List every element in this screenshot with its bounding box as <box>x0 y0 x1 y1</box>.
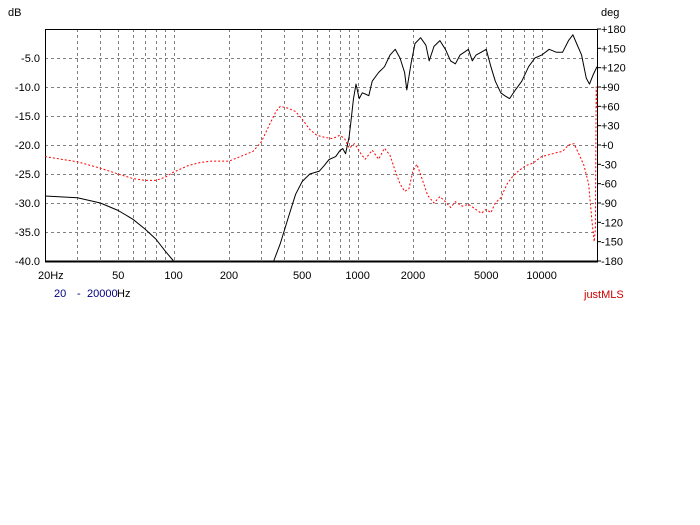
magnitude-curve <box>44 195 174 262</box>
y-tick-label: -20.0 <box>15 140 40 152</box>
y2-tick-label: +30 <box>601 121 620 133</box>
x-tick-label: 20Hz <box>38 270 64 282</box>
phase-curve <box>44 86 598 243</box>
x-tick-label: 50 <box>112 270 124 282</box>
y-tick-label: -40.0 <box>15 256 40 268</box>
y2-tick-label: -150 <box>601 237 623 249</box>
y-tick-label: -5.0 <box>21 53 40 65</box>
y-tick-label: -35.0 <box>15 227 40 239</box>
y2-tick-label: +150 <box>601 43 626 55</box>
y2-tick-label: +60 <box>601 101 620 113</box>
y2-tick-label: -180 <box>601 256 623 268</box>
y2-tick-label: -120 <box>601 217 623 229</box>
x-tick-label: 5000 <box>474 270 498 282</box>
magnitude-curve <box>273 34 598 262</box>
x-tick-label: 2000 <box>401 270 425 282</box>
series-layer <box>44 34 598 262</box>
y2-tick-label: +0 <box>601 140 614 152</box>
y2-axis-label: deg <box>601 7 619 19</box>
y-tick-label: -10.0 <box>15 82 40 94</box>
x-tick-label: 1000 <box>345 270 369 282</box>
y-axis-label: dB <box>8 7 21 19</box>
y2-tick-label: -90 <box>601 198 617 210</box>
x-tick-label: 100 <box>164 270 182 282</box>
range-unit: Hz <box>117 288 130 300</box>
range-end: 20000 <box>87 288 118 300</box>
y2-tick-label: -60 <box>601 179 617 191</box>
y2-tick-label: +180 <box>601 24 626 36</box>
y2-tick-label: +90 <box>601 82 620 94</box>
x-tick-label: 200 <box>220 270 238 282</box>
tick-labels: 20Hz 50 100 200 500 1000 2000 5000 10000 -5.0 -10.… <box>15 24 626 282</box>
x-tick-label: 500 <box>293 270 311 282</box>
y-tick-label: -25.0 <box>15 169 40 181</box>
y-tick-label: -15.0 <box>15 111 40 123</box>
y-tick-label: -30.0 <box>15 198 40 210</box>
range-separator: - <box>77 288 81 300</box>
range-start: 20 <box>54 288 66 300</box>
brand-label: justMLS <box>583 289 624 301</box>
grid <box>45 29 597 261</box>
x-tick-label: 10000 <box>526 270 557 282</box>
y2-tick-label: -30 <box>601 159 617 171</box>
y2-tick-label: +120 <box>601 63 626 75</box>
